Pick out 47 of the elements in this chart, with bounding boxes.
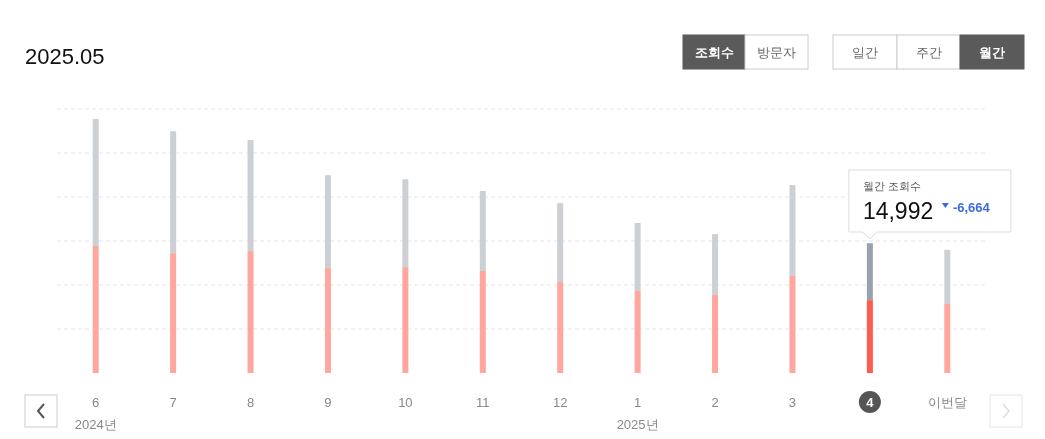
bar [170, 253, 177, 373]
x-tick-label: 6 [92, 395, 100, 410]
bar [557, 282, 564, 373]
x-tick-label: 10 [398, 395, 413, 410]
text: 방문자 [757, 45, 796, 60]
annotation: 14,992 [862, 198, 934, 224]
text: 조회수 [694, 45, 734, 60]
bar [324, 175, 331, 269]
x-tick-label: 3 [788, 395, 797, 410]
bar [92, 246, 99, 373]
bar [712, 295, 719, 373]
bar [557, 203, 564, 283]
text: 2024년 [74, 417, 117, 432]
bar [944, 249, 951, 304]
bar [712, 234, 719, 296]
x-tick-label: 이번달 [927, 395, 967, 410]
chart-title: 2025.05 [25, 44, 105, 69]
x-tick-label: 4 [866, 395, 875, 410]
text: 월간 [979, 45, 1005, 60]
bar [324, 268, 331, 373]
x-tick-label: 12 [552, 395, 568, 410]
x-tick-label: 2 [711, 395, 719, 410]
x-tick-label: 7 [169, 395, 177, 410]
bar [634, 222, 641, 291]
annotation: 월간 조회수 [862, 180, 921, 192]
x-tick-label: 8 [246, 395, 255, 410]
bar [170, 131, 177, 254]
bar [92, 119, 99, 247]
bar [479, 270, 486, 373]
bar [247, 251, 254, 373]
bar [634, 290, 641, 373]
x-tick-label: 1 [634, 395, 642, 410]
bar [789, 185, 796, 276]
text: 주간 [915, 45, 942, 60]
bar [479, 190, 486, 271]
x-tick-label: 11 [476, 395, 490, 410]
bar [866, 243, 873, 301]
text: 2025년 [616, 417, 659, 432]
bar [402, 179, 409, 268]
x-tick-label: 9 [324, 395, 332, 410]
bar [789, 275, 796, 373]
annotation: -6,664 [952, 200, 991, 215]
bar [866, 300, 873, 373]
bar [402, 267, 409, 373]
text: 일간 [852, 45, 878, 60]
bar [247, 140, 254, 252]
bar [944, 303, 951, 373]
